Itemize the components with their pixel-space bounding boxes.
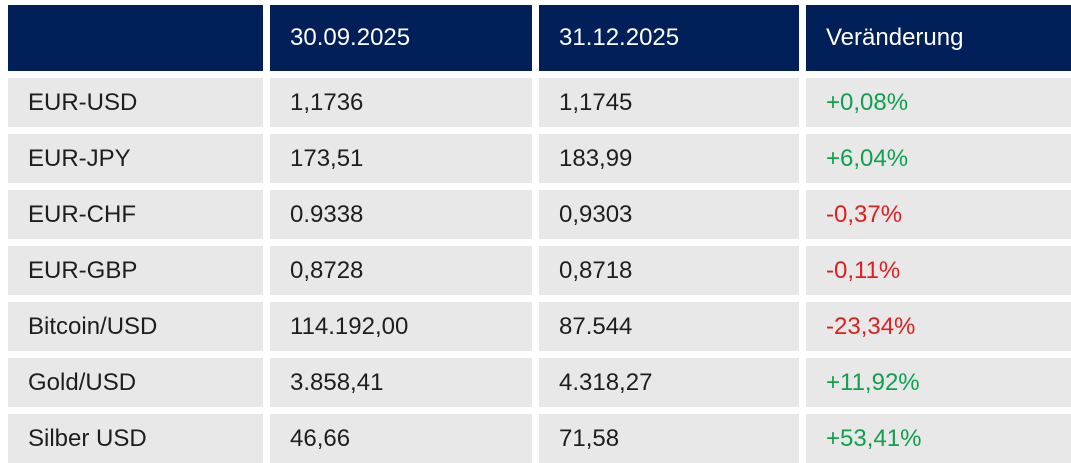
row-label-eur-jpy: EUR-JPY — [8, 134, 263, 183]
change-eur-chf: -0,37% — [806, 190, 1071, 239]
value-start-silber-usd: 46,66 — [270, 414, 532, 463]
value-end-eur-usd: 1,1745 — [539, 78, 799, 127]
row-label-gold-usd: Gold/USD — [8, 358, 263, 407]
row-label-bitcoin-usd: Bitcoin/USD — [8, 302, 263, 351]
value-end-eur-gbp: 0,8718 — [539, 246, 799, 295]
row-label-eur-gbp: EUR-GBP — [8, 246, 263, 295]
column-header-date-start: 30.09.2025 — [270, 5, 532, 71]
column-header-change: Veränderung — [806, 5, 1071, 71]
change-eur-gbp: -0,11% — [806, 246, 1071, 295]
change-gold-usd: +11,92% — [806, 358, 1071, 407]
row-label-silber-usd: Silber USD — [8, 414, 263, 463]
value-end-silber-usd: 71,58 — [539, 414, 799, 463]
change-bitcoin-usd: -23,34% — [806, 302, 1071, 351]
value-start-eur-gbp: 0,8728 — [270, 246, 532, 295]
column-header-date-end: 31.12.2025 — [539, 5, 799, 71]
row-label-eur-chf: EUR-CHF — [8, 190, 263, 239]
value-end-eur-chf: 0,9303 — [539, 190, 799, 239]
value-start-eur-usd: 1,1736 — [270, 78, 532, 127]
value-start-gold-usd: 3.858,41 — [270, 358, 532, 407]
value-start-eur-jpy: 173,51 — [270, 134, 532, 183]
change-eur-jpy: +6,04% — [806, 134, 1071, 183]
value-start-eur-chf: 0.9338 — [270, 190, 532, 239]
change-silber-usd: +53,41% — [806, 414, 1071, 463]
value-start-bitcoin-usd: 114.192,00 — [270, 302, 532, 351]
value-end-bitcoin-usd: 87.544 — [539, 302, 799, 351]
change-eur-usd: +0,08% — [806, 78, 1071, 127]
column-header-asset — [8, 5, 263, 71]
value-end-eur-jpy: 183,99 — [539, 134, 799, 183]
value-end-gold-usd: 4.318,27 — [539, 358, 799, 407]
row-label-eur-usd: EUR-USD — [8, 78, 263, 127]
